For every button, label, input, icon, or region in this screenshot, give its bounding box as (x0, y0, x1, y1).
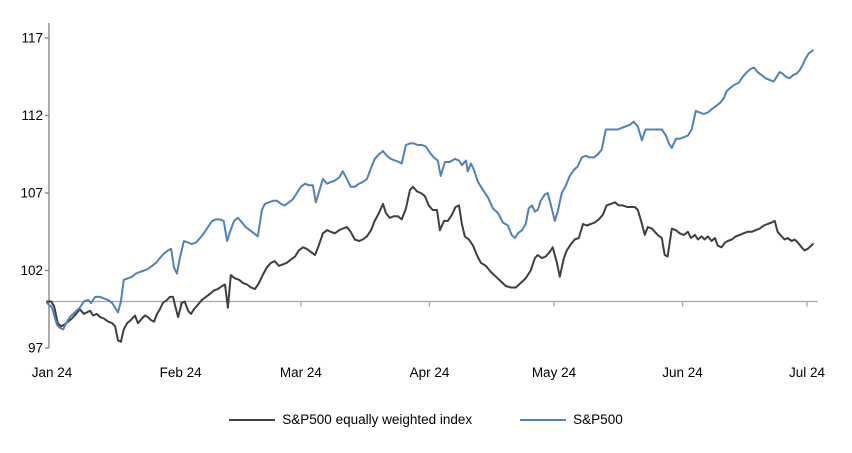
legend-label-sp500: S&P500 (573, 412, 623, 427)
legend-item-sp500: S&P500 (520, 412, 623, 427)
legend-line-swatch-sp500 (520, 418, 567, 421)
chart-legend: S&P500 equally weighted index S&P500 (0, 412, 852, 427)
x-tick-label: Jul 24 (789, 365, 826, 380)
y-tick-label: 97 (28, 341, 43, 356)
series-line-1 (46, 49, 814, 331)
x-tick-label: Feb 24 (160, 365, 203, 380)
x-tick-label: Jun 24 (662, 365, 703, 380)
y-tick-label: 112 (21, 108, 43, 123)
legend-line-swatch-equal-weight (229, 418, 276, 421)
y-tick-label: 117 (21, 31, 43, 46)
x-tick-label: Mar 24 (280, 365, 323, 380)
legend-item-equal-weight: S&P500 equally weighted index (229, 412, 472, 427)
x-tick-label: May 24 (532, 365, 577, 380)
legend-label-equal-weight: S&P500 equally weighted index (282, 412, 473, 427)
y-tick-label: 102 (20, 263, 43, 278)
x-tick-label: Apr 24 (410, 365, 450, 380)
y-tick-label: 107 (20, 186, 43, 201)
x-tick-label: Jan 24 (32, 365, 73, 380)
series-line-0 (46, 185, 814, 343)
